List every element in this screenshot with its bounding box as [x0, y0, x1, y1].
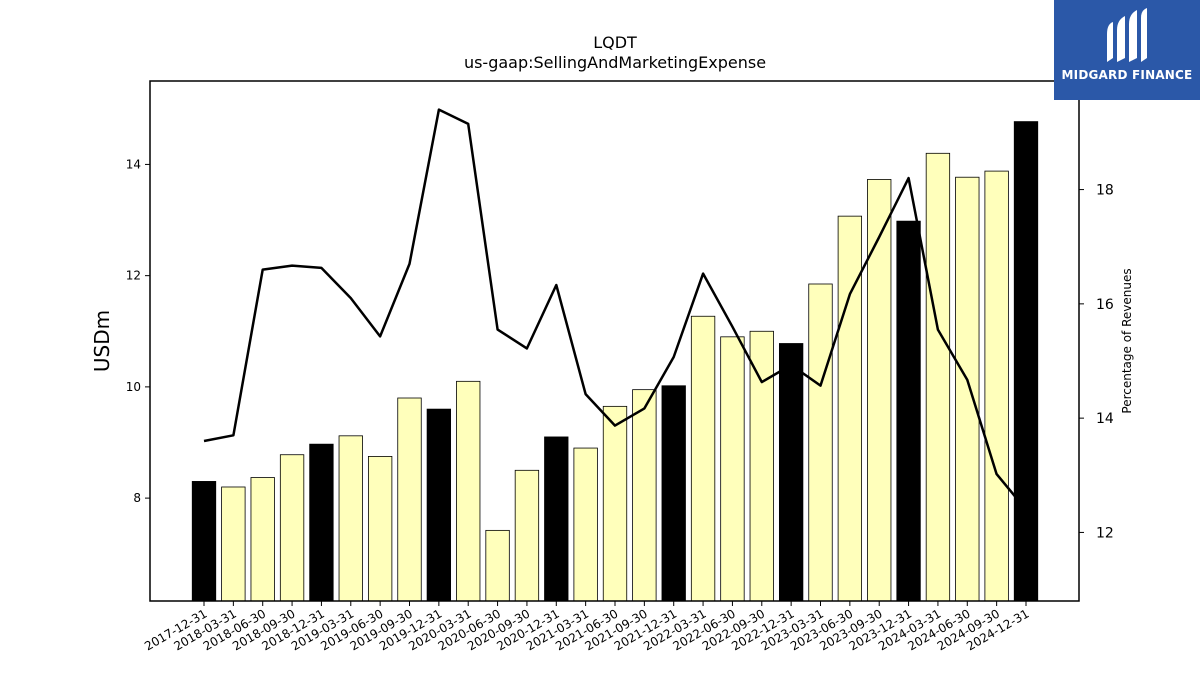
- bar-2021-09-30: [632, 389, 657, 602]
- bar-2023-06-30: [837, 215, 863, 602]
- bar-2017-12-31: [191, 481, 217, 602]
- bar-2023-03-31: [808, 283, 833, 602]
- logo: MIDGARD FINANCE: [1054, 0, 1200, 100]
- bar-2024-03-31: [925, 152, 951, 602]
- y-right-tick-label: 18: [1096, 183, 1114, 199]
- y-right-tick-label: 14: [1096, 411, 1114, 427]
- chart-title: LQDT: [593, 33, 637, 52]
- bar-2019-06-30: [367, 456, 393, 602]
- y-axis-right: 12 14 16 18: [1079, 183, 1114, 541]
- bar-2023-12-31: [896, 220, 921, 602]
- bar-2022-12-31: [778, 343, 804, 602]
- bar-group: [191, 121, 1039, 602]
- bar-2019-12-31: [426, 408, 452, 602]
- bar-2020-12-31: [544, 436, 569, 602]
- bar-2022-03-31: [690, 315, 716, 602]
- bar-2019-03-31: [338, 435, 363, 602]
- bar-2020-06-30: [485, 529, 510, 602]
- y-right-tick-label: 12: [1096, 525, 1114, 541]
- bar-2018-12-31: [309, 443, 334, 602]
- y-axis-left: 8 10 12 14: [126, 157, 150, 505]
- midgard-logo-mark-icon: [1107, 8, 1147, 62]
- bar-2018-06-30: [250, 477, 275, 602]
- bar-2021-06-30: [602, 405, 628, 602]
- bar-2022-09-30: [749, 330, 774, 602]
- bar-2022-06-30: [720, 336, 745, 602]
- y-tick-label: 12: [126, 269, 141, 283]
- y-tick-label: 8: [133, 491, 141, 505]
- chart-subtitle: us-gaap:SellingAndMarketingExpense: [464, 53, 766, 72]
- logo-text: MIDGARD FINANCE: [1061, 68, 1193, 82]
- y-right-tick-label: 16: [1096, 297, 1114, 313]
- bar-2021-12-31: [661, 385, 686, 602]
- bar-2020-03-31: [456, 380, 481, 602]
- bar-2020-09-30: [514, 469, 540, 602]
- y-tick-label: 10: [126, 380, 141, 394]
- x-axis: 2017-12-312018-03-312018-06-302018-09-30…: [142, 601, 1032, 653]
- bar-2024-09-30: [984, 170, 1009, 602]
- bar-2023-09-30: [867, 179, 892, 602]
- y-axis-label: USDm: [90, 310, 114, 372]
- line-group: [203, 108, 1027, 511]
- bar-2019-09-30: [397, 397, 422, 602]
- y-tick-label: 14: [126, 157, 141, 171]
- bar-2021-03-31: [573, 447, 598, 602]
- series-line: [203, 108, 1027, 511]
- bar-2024-12-31: [1013, 121, 1039, 602]
- bar-2024-06-30: [955, 176, 980, 602]
- y-axis-label-right: Percentage of Revenues: [1120, 268, 1134, 413]
- bar-2018-09-30: [279, 454, 305, 602]
- bar-2018-03-31: [221, 486, 246, 602]
